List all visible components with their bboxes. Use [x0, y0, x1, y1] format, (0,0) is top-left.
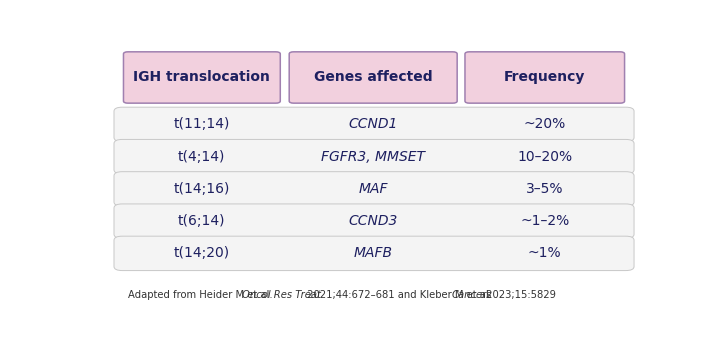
FancyBboxPatch shape	[124, 52, 280, 103]
Text: Adapted from Heider M et al.: Adapted from Heider M et al.	[128, 290, 276, 300]
Text: 2023;15:5829: 2023;15:5829	[483, 290, 556, 300]
Text: Genes affected: Genes affected	[314, 70, 433, 84]
Text: MAFB: MAFB	[354, 246, 393, 260]
Text: CCND1: CCND1	[348, 117, 398, 131]
Text: Cancers: Cancers	[451, 290, 492, 300]
FancyBboxPatch shape	[114, 140, 634, 174]
FancyBboxPatch shape	[114, 107, 634, 142]
Text: 2021;44:672–681 and Kleber M et al.: 2021;44:672–681 and Kleber M et al.	[304, 290, 495, 300]
Text: FGFR3, MMSET: FGFR3, MMSET	[321, 150, 426, 164]
Text: t(11;14): t(11;14)	[174, 117, 230, 131]
Text: ~1–2%: ~1–2%	[520, 214, 570, 228]
Text: ~20%: ~20%	[523, 117, 566, 131]
Text: IGH translocation: IGH translocation	[133, 70, 270, 84]
Text: CCND3: CCND3	[348, 214, 398, 228]
Text: t(14;20): t(14;20)	[174, 246, 230, 260]
Text: t(14;16): t(14;16)	[174, 182, 230, 196]
Text: ~1%: ~1%	[528, 246, 562, 260]
Text: t(4;14): t(4;14)	[178, 150, 225, 164]
Text: t(6;14): t(6;14)	[178, 214, 225, 228]
FancyBboxPatch shape	[465, 52, 624, 103]
FancyBboxPatch shape	[114, 204, 634, 238]
Text: MAF: MAF	[359, 182, 388, 196]
FancyBboxPatch shape	[114, 172, 634, 206]
Text: Frequency: Frequency	[504, 70, 585, 84]
FancyBboxPatch shape	[289, 52, 457, 103]
Text: 10–20%: 10–20%	[517, 150, 572, 164]
Text: 3–5%: 3–5%	[526, 182, 564, 196]
FancyBboxPatch shape	[114, 236, 634, 270]
Text: Oncol Res Treat: Oncol Res Treat	[243, 290, 321, 300]
